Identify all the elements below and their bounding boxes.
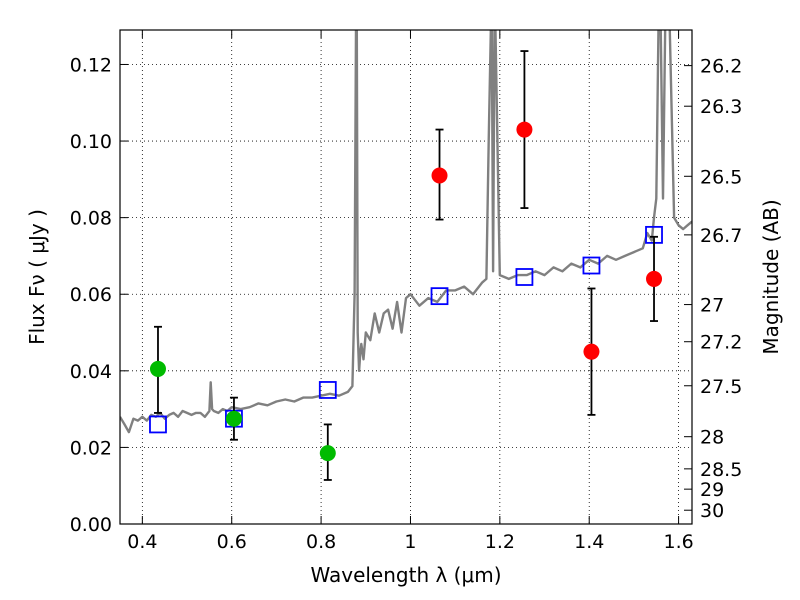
optical-data-point: [225, 410, 242, 427]
x-tick-label: 0.6: [217, 531, 247, 553]
optical-data-point: [149, 360, 166, 377]
x-tick-label: 1.4: [574, 531, 604, 553]
error-bars: [149, 50, 663, 481]
x-tick-label: 1.2: [485, 531, 515, 553]
nir-data-point: [431, 167, 448, 184]
mag-tick-label: 28: [700, 427, 724, 449]
data-layer: [120, 30, 692, 434]
nir-data-point: [516, 121, 533, 138]
mag-tick-label: 26.5: [700, 166, 742, 188]
y-tick-label: 0.00: [70, 514, 112, 536]
mag-tick-label: 26.3: [700, 96, 742, 118]
x-tick-label: 1: [404, 531, 416, 553]
model-photometry-point: [318, 381, 337, 399]
plot-frame: [119, 29, 693, 525]
y-axis-label: Flux Fν ( μJy ): [25, 209, 49, 345]
y-tick-label: 0.08: [70, 208, 112, 230]
y-tick-label: 0.02: [70, 437, 112, 459]
ticks: 0.4 0.6 0.8 1 1.2 1.4 1.6 0.00 0.02 0.04 0.06 0.08 0…: [70, 30, 742, 553]
spectrum-line: [120, 30, 692, 434]
mag-tick-label: 27: [700, 295, 724, 317]
mag-tick-label: 30: [700, 500, 724, 522]
y-tick-label: 0.10: [70, 131, 112, 153]
model-photometry-point: [149, 415, 167, 434]
x-axis-label: Wavelength λ (μm): [310, 563, 501, 587]
mag-tick-label: 27.5: [700, 376, 742, 398]
mag-tick-label: 27.2: [700, 332, 742, 354]
y-tick-label: 0.04: [70, 361, 112, 383]
mag-tick-label: 26.2: [700, 56, 742, 78]
optical-data-point: [319, 445, 336, 462]
mag-tick-label: 29: [700, 479, 724, 501]
x-tick-label: 1.6: [663, 531, 693, 553]
x-tick-label: 0.4: [127, 531, 157, 553]
mag-tick-label: 28.5: [700, 459, 742, 481]
mag-tick-label: 26.7: [700, 225, 742, 247]
y-axis-right-label: Magnitude (AB): [759, 199, 783, 354]
model-photometry-point: [582, 256, 601, 275]
model-photometry-point: [430, 287, 449, 306]
nir-data-point: [583, 343, 600, 360]
y-tick-label: 0.12: [70, 54, 112, 76]
nir-data-point: [646, 270, 663, 287]
y-tick-label: 0.06: [70, 284, 112, 306]
model-photometry-point: [515, 268, 534, 286]
x-tick-label: 0.8: [306, 531, 336, 553]
plot-background: [120, 30, 692, 524]
